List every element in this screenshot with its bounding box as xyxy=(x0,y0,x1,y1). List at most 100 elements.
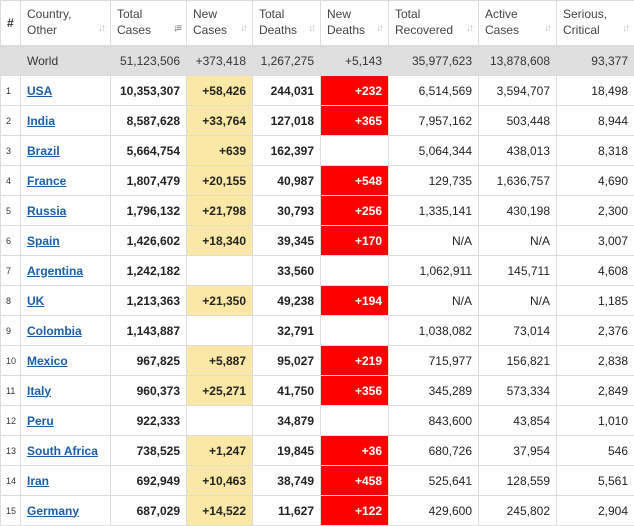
new-cases-cell: +1,247 xyxy=(187,436,253,466)
country-link[interactable]: South Africa xyxy=(27,444,98,458)
new-cases-cell: +639 xyxy=(187,136,253,166)
total-cases-cell: 967,825 xyxy=(111,346,187,376)
total-recovered-cell: 843,600 xyxy=(389,406,479,436)
active-cases-cell: 245,802 xyxy=(479,496,557,526)
country-cell: Brazil xyxy=(21,136,111,166)
row-rank: 1 xyxy=(1,76,21,106)
new-deaths-cell: +365 xyxy=(321,106,389,136)
serious-critical-cell: 546 xyxy=(557,436,634,466)
country-cell: South Africa xyxy=(21,436,111,466)
serious-critical-cell: 93,377 xyxy=(557,46,634,76)
country-cell: France xyxy=(21,166,111,196)
total-deaths-cell: 30,793 xyxy=(253,196,321,226)
new-cases-cell: +21,798 xyxy=(187,196,253,226)
row-rank: 7 xyxy=(1,256,21,286)
new-deaths-cell xyxy=(321,136,389,166)
sort-icon[interactable]: ↓↑ xyxy=(622,21,628,37)
country-link[interactable]: USA xyxy=(27,84,52,98)
total-deaths-cell: 38,749 xyxy=(253,466,321,496)
country-link[interactable]: Iran xyxy=(27,474,49,488)
total-deaths-cell: 127,018 xyxy=(253,106,321,136)
total-deaths-cell: 34,879 xyxy=(253,406,321,436)
total-cases-cell: 10,353,307 xyxy=(111,76,187,106)
country-cell: Spain xyxy=(21,226,111,256)
total-recovered-cell: 6,514,569 xyxy=(389,76,479,106)
country-link[interactable]: UK xyxy=(27,294,44,308)
country-link[interactable]: Peru xyxy=(27,414,54,428)
country-cell: UK xyxy=(21,286,111,316)
row-rank: 9 xyxy=(1,316,21,346)
sort-active-icon[interactable]: ↓≡ xyxy=(173,21,180,37)
total-deaths-cell: 11,627 xyxy=(253,496,321,526)
country-link[interactable]: Brazil xyxy=(27,144,60,158)
active-cases-cell: 37,954 xyxy=(479,436,557,466)
country-link[interactable]: Spain xyxy=(27,234,60,248)
active-cases-cell: 13,878,608 xyxy=(479,46,557,76)
sort-icon[interactable]: ↓↑ xyxy=(376,21,382,37)
new-cases-cell: +25,271 xyxy=(187,376,253,406)
sort-icon[interactable]: ↓↑ xyxy=(240,21,246,37)
country-link[interactable]: Mexico xyxy=(27,354,68,368)
new-cases-cell: +373,418 xyxy=(187,46,253,76)
sort-icon[interactable]: ↓↑ xyxy=(308,21,314,37)
total-deaths-cell: 19,845 xyxy=(253,436,321,466)
active-cases-cell: 73,014 xyxy=(479,316,557,346)
country-link[interactable]: Italy xyxy=(27,384,51,398)
header-country[interactable]: Country,Other↓↑ xyxy=(21,1,111,46)
sort-icon[interactable]: ↓↑ xyxy=(98,21,104,37)
new-cases-cell xyxy=(187,316,253,346)
row-rank: 6 xyxy=(1,226,21,256)
country-link[interactable]: Germany xyxy=(27,504,79,518)
country-link[interactable]: India xyxy=(27,114,55,128)
row-rank: 11 xyxy=(1,376,21,406)
country-link[interactable]: Colombia xyxy=(27,324,82,338)
total-cases-cell: 1,143,887 xyxy=(111,316,187,346)
country-cell: Iran xyxy=(21,466,111,496)
new-cases-cell xyxy=(187,406,253,436)
active-cases-cell: 430,198 xyxy=(479,196,557,226)
total-recovered-cell: 35,977,623 xyxy=(389,46,479,76)
country-link[interactable]: Russia xyxy=(27,204,66,218)
sort-icon[interactable]: ↓↑ xyxy=(544,21,550,37)
total-deaths-cell: 162,397 xyxy=(253,136,321,166)
row-rank: 10 xyxy=(1,346,21,376)
serious-critical-cell: 2,300 xyxy=(557,196,634,226)
row-rank: 13 xyxy=(1,436,21,466)
total-cases-cell: 692,949 xyxy=(111,466,187,496)
sort-icon[interactable]: ↓↑ xyxy=(466,21,472,37)
serious-critical-cell: 2,838 xyxy=(557,346,634,376)
total-cases-cell: 8,587,628 xyxy=(111,106,187,136)
new-deaths-cell: +122 xyxy=(321,496,389,526)
header-rank[interactable]: # xyxy=(1,1,21,46)
total-recovered-cell: 1,062,911 xyxy=(389,256,479,286)
total-recovered-cell: 1,038,082 xyxy=(389,316,479,346)
new-deaths-cell xyxy=(321,316,389,346)
header-serious-critical[interactable]: Serious,Critical↓↑ xyxy=(557,1,634,46)
country-cell: Italy xyxy=(21,376,111,406)
serious-critical-cell: 18,498 xyxy=(557,76,634,106)
country-cell: Germany xyxy=(21,496,111,526)
active-cases-cell: N/A xyxy=(479,226,557,256)
country-link[interactable]: Argentina xyxy=(27,264,83,278)
row-rank xyxy=(1,46,21,76)
new-deaths-cell: +170 xyxy=(321,226,389,256)
new-deaths-cell: +548 xyxy=(321,166,389,196)
total-recovered-cell: 7,957,162 xyxy=(389,106,479,136)
country-cell: Colombia xyxy=(21,316,111,346)
country-link[interactable]: France xyxy=(27,174,66,188)
country-cell: USA xyxy=(21,76,111,106)
